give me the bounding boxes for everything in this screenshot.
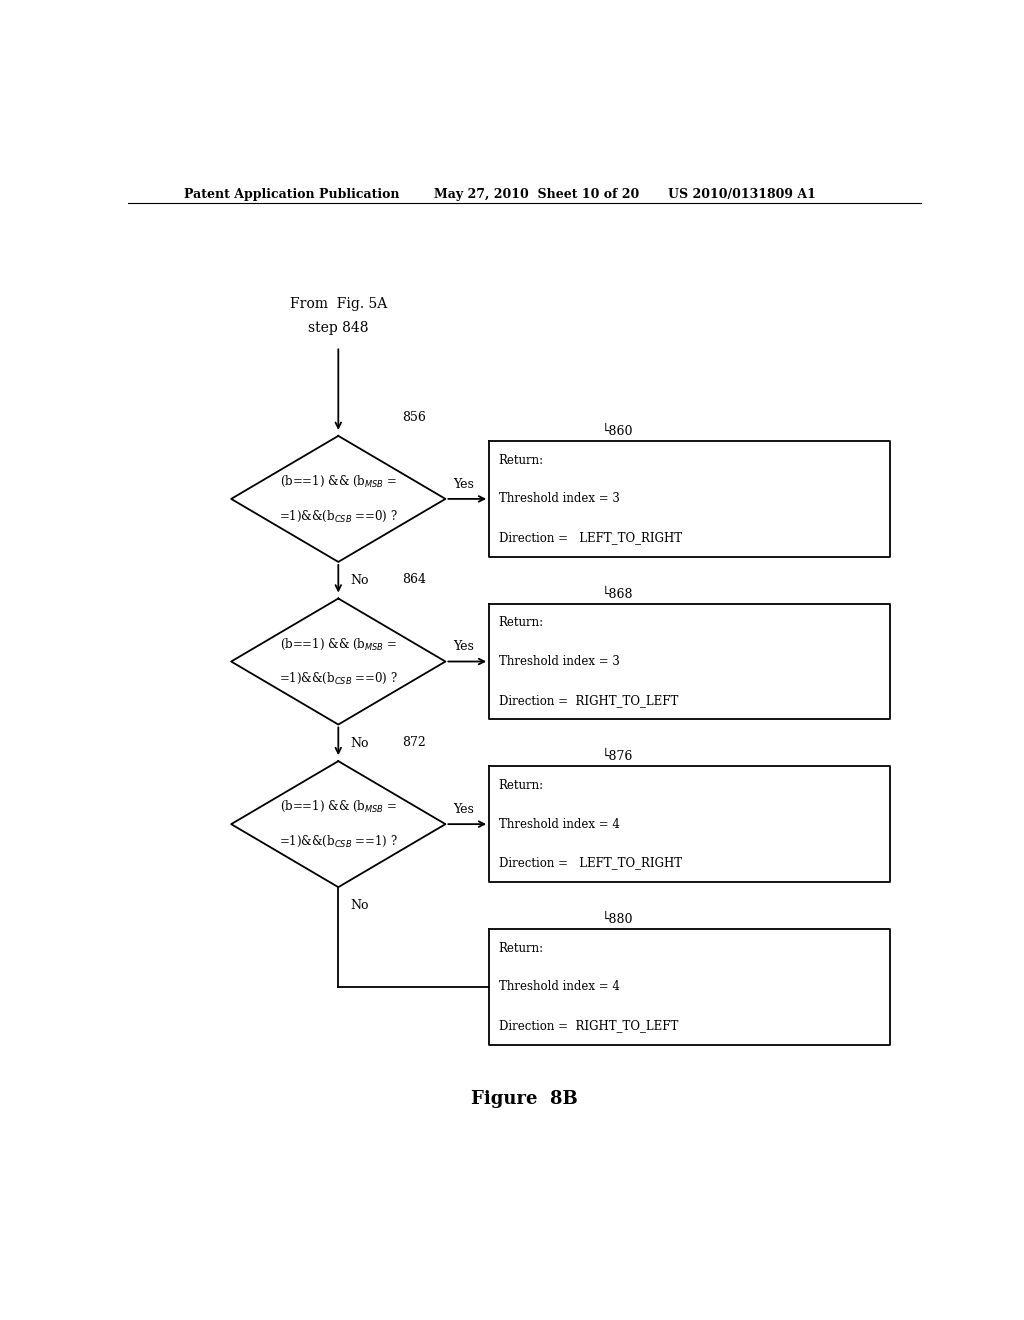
Text: Direction =   LEFT_TO_RIGHT: Direction = LEFT_TO_RIGHT — [499, 531, 682, 544]
Text: Yes: Yes — [454, 803, 474, 816]
Text: Return:: Return: — [499, 779, 544, 792]
Text: Threshold index = 4: Threshold index = 4 — [499, 981, 620, 993]
Text: (b==1) && (b$_{MSB}$ =: (b==1) && (b$_{MSB}$ = — [280, 800, 397, 814]
Text: Threshold index = 4: Threshold index = 4 — [499, 817, 620, 830]
Text: step 848: step 848 — [308, 321, 369, 335]
Text: No: No — [350, 899, 369, 912]
Text: └876: └876 — [601, 750, 633, 763]
Text: Direction =  RIGHT_TO_LEFT: Direction = RIGHT_TO_LEFT — [499, 693, 678, 706]
Text: └860: └860 — [601, 425, 633, 438]
Text: 856: 856 — [402, 411, 426, 424]
Text: No: No — [350, 574, 369, 587]
Text: Yes: Yes — [454, 478, 474, 491]
Text: (b==1) && (b$_{MSB}$ =: (b==1) && (b$_{MSB}$ = — [280, 474, 397, 490]
Text: From  Fig. 5A: From Fig. 5A — [290, 297, 387, 310]
Text: (b==1) && (b$_{MSB}$ =: (b==1) && (b$_{MSB}$ = — [280, 636, 397, 652]
Text: Patent Application Publication: Patent Application Publication — [183, 189, 399, 202]
Text: =1)&&(b$_{CSB}$ ==0) ?: =1)&&(b$_{CSB}$ ==0) ? — [279, 671, 397, 686]
Text: Direction =   LEFT_TO_RIGHT: Direction = LEFT_TO_RIGHT — [499, 857, 682, 870]
Text: =1)&&(b$_{CSB}$ ==1) ?: =1)&&(b$_{CSB}$ ==1) ? — [279, 834, 397, 849]
Text: 864: 864 — [402, 573, 427, 586]
Text: Return:: Return: — [499, 941, 544, 954]
Text: US 2010/0131809 A1: US 2010/0131809 A1 — [668, 189, 815, 202]
Text: Direction =  RIGHT_TO_LEFT: Direction = RIGHT_TO_LEFT — [499, 1019, 678, 1032]
Text: 872: 872 — [402, 737, 426, 748]
Text: Return:: Return: — [499, 616, 544, 630]
Text: Yes: Yes — [454, 640, 474, 653]
Text: Threshold index = 3: Threshold index = 3 — [499, 492, 620, 506]
Text: No: No — [350, 737, 369, 750]
Text: Threshold index = 3: Threshold index = 3 — [499, 655, 620, 668]
Text: └880: └880 — [601, 913, 633, 925]
Text: Return:: Return: — [499, 454, 544, 467]
Text: Figure  8B: Figure 8B — [471, 1089, 579, 1107]
Text: =1)&&(b$_{CSB}$ ==0) ?: =1)&&(b$_{CSB}$ ==0) ? — [279, 508, 397, 524]
Text: May 27, 2010  Sheet 10 of 20: May 27, 2010 Sheet 10 of 20 — [433, 189, 639, 202]
Text: └868: └868 — [601, 587, 633, 601]
